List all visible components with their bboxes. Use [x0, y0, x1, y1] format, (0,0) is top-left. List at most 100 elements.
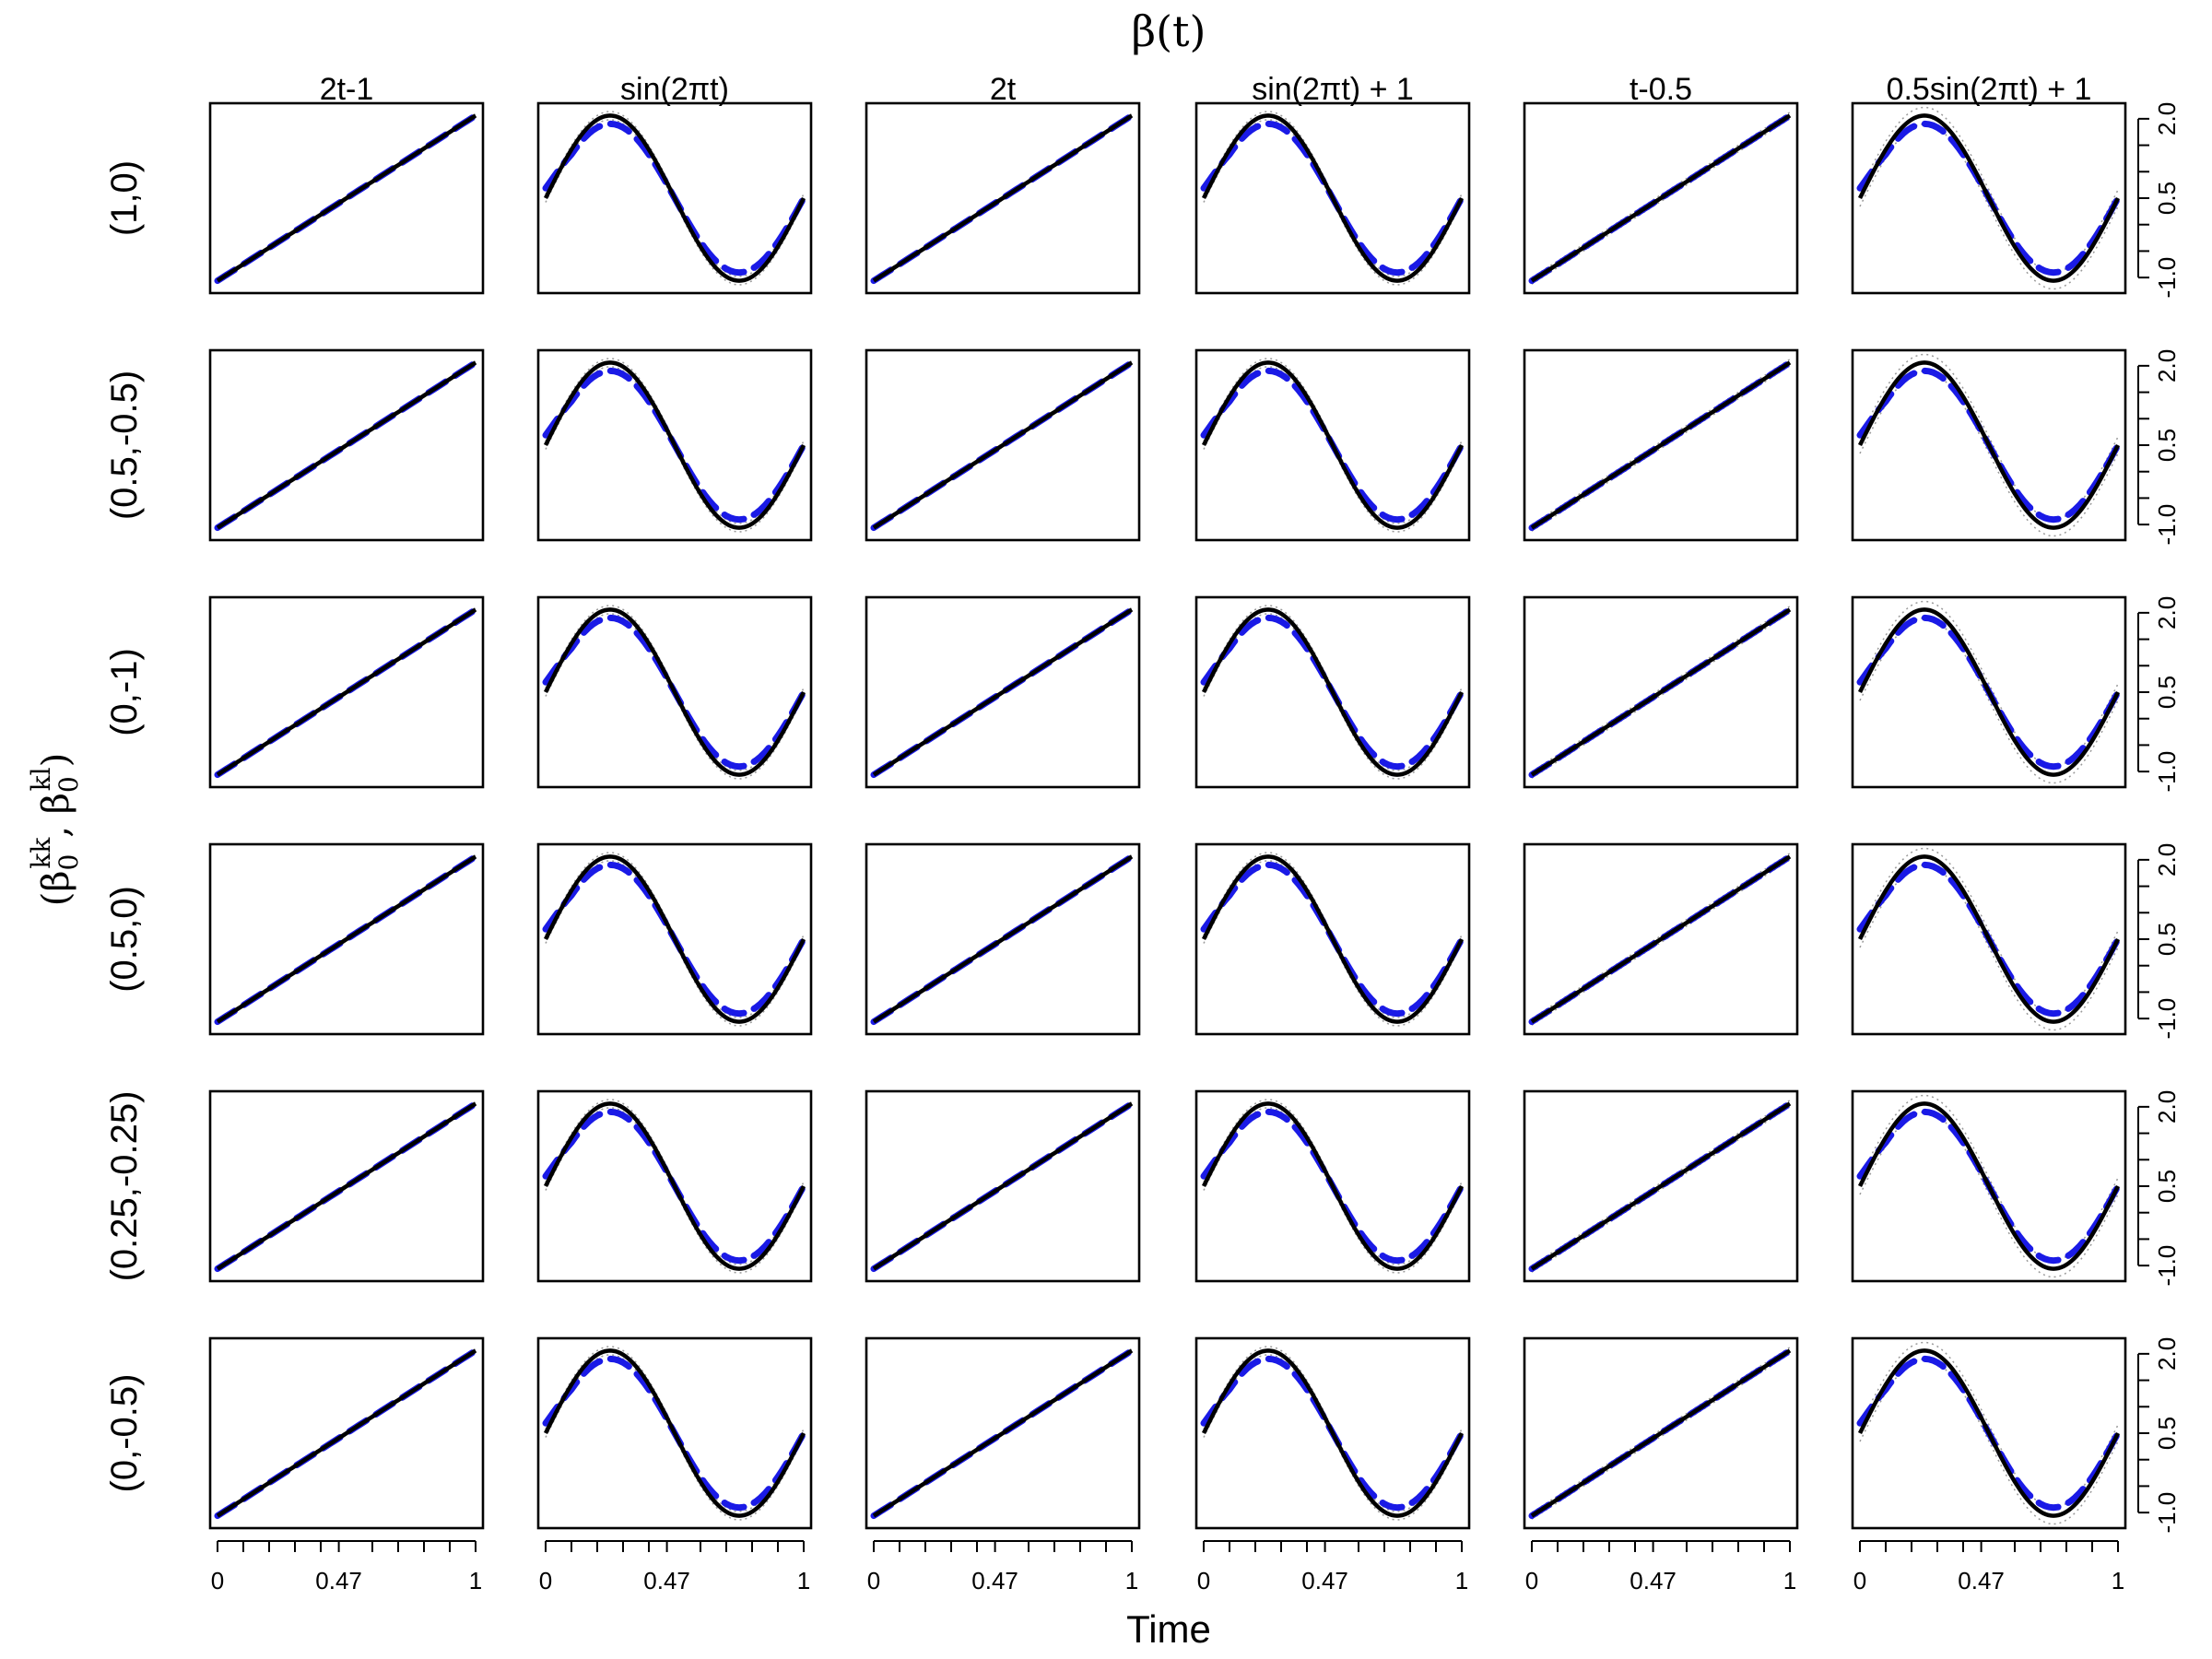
true-line [1530, 607, 1792, 777]
true-line [216, 113, 477, 283]
true-line [1201, 1101, 1465, 1271]
panel-frame [536, 1089, 813, 1283]
true-line [1857, 607, 2121, 777]
y-tick-label: 2.0 [2153, 843, 2181, 877]
row-label: (0.25,-0.25) [104, 1091, 145, 1282]
panel-r0-c3: sin(2πt) + 1 [1194, 72, 1471, 295]
panel-frame [536, 1336, 813, 1530]
panel-r1-c0 [208, 348, 485, 542]
panel-frame [1523, 1089, 1799, 1283]
panel-r5-c5 [1851, 1336, 2127, 1530]
y-tick-label: -1.0 [2153, 1245, 2181, 1287]
band-line [1859, 353, 2119, 521]
y-tick-label: 2.0 [2153, 349, 2181, 382]
row-label: (0.5,-0.5) [104, 371, 145, 520]
panel-r3-c4 [1523, 842, 1799, 1036]
true-line [872, 1101, 1134, 1271]
true-line [543, 360, 806, 530]
panel-frame [1523, 595, 1799, 789]
true-line [1857, 360, 2121, 530]
true-line [216, 1348, 477, 1518]
panel-frame [865, 842, 1141, 1036]
panel-r1-c5 [1851, 348, 2127, 542]
true-line [216, 607, 477, 777]
panel-frame [1523, 101, 1799, 295]
panels-grid: 2t-1 sin(2πt) 2t sin(2πt) + 1 t-0.5 0.5sin(2π… [104, 72, 2181, 1594]
x-axis-label: Time [1126, 1607, 1211, 1651]
panel-frame [1194, 595, 1471, 789]
true-line [216, 1101, 477, 1271]
panel-r1-c4 [1523, 348, 1799, 542]
x-tick-label: 0.47 [315, 1567, 362, 1594]
panel-frame [536, 595, 813, 789]
panel-frame [208, 1089, 485, 1283]
x-tick-label: 0.47 [1301, 1567, 1348, 1594]
panel-r4-c4 [1523, 1089, 1799, 1283]
y-tick-label: 2.0 [2153, 596, 2181, 629]
column-title: 2t [990, 72, 1017, 107]
panel-r4-c0 [208, 1089, 485, 1283]
true-line [1857, 854, 2121, 1024]
y-tick-label: -1.0 [2153, 1492, 2181, 1534]
x-tick-label: 0.47 [1958, 1567, 2005, 1594]
panel-r2-c4 [1523, 595, 1799, 789]
y-tick-label: 0.5 [2153, 429, 2181, 462]
figure-title: β(t) [1132, 6, 1206, 56]
panel-r5-c1 [536, 1336, 813, 1530]
panel-frame [865, 1336, 1141, 1530]
row-label: (0,-1) [104, 648, 145, 736]
panel-r3-c0 [208, 842, 485, 1036]
x-tick-label: 1 [1783, 1567, 1796, 1594]
panel-frame [1851, 595, 2127, 789]
panel-r4-c1 [536, 1089, 813, 1283]
panel-frame [208, 595, 485, 789]
panel-r3-c3 [1194, 842, 1471, 1036]
y-tick-label: 0.5 [2153, 923, 2181, 956]
panel-r2-c0 [208, 595, 485, 789]
true-line [543, 1101, 806, 1271]
column-title: 2t-1 [320, 72, 374, 107]
true-line [543, 1348, 806, 1518]
panel-frame [1851, 1336, 2127, 1530]
band-line [1859, 106, 2119, 274]
x-tick-label: 0 [867, 1567, 880, 1594]
panel-r3-c1 [536, 842, 813, 1036]
y-tick-label: -1.0 [2153, 504, 2181, 546]
panel-frame [208, 842, 485, 1036]
panel-frame [1851, 842, 2127, 1036]
panel-r4-c3 [1194, 1089, 1471, 1283]
x-tick-label: 0 [211, 1567, 224, 1594]
true-line [872, 854, 1134, 1024]
true-line [543, 113, 806, 283]
band-line [1859, 1341, 2119, 1509]
true-line [1530, 1101, 1792, 1271]
panel-r2-c3 [1194, 595, 1471, 789]
y-axis-label: (β0kk, β0kl) [26, 753, 84, 906]
panel-r4-c5 [1851, 1089, 2127, 1283]
panel-frame [536, 842, 813, 1036]
true-line [1201, 113, 1465, 283]
x-tick-label: 1 [469, 1567, 482, 1594]
panel-r3-c5 [1851, 842, 2127, 1036]
panel-r4-c2 [865, 1089, 1141, 1283]
column-title: sin(2πt) + 1 [1252, 72, 1414, 107]
panel-r2-c2 [865, 595, 1141, 789]
panel-frame [1851, 348, 2127, 542]
x-tick-label: 0.47 [1630, 1567, 1677, 1594]
column-title: t-0.5 [1630, 72, 1692, 107]
svg-text:(β0kk, β0kl): (β0kk, β0kl) [26, 753, 84, 906]
panel-frame [1194, 1089, 1471, 1283]
column-title: 0.5sin(2πt) + 1 [1887, 72, 2092, 107]
true-line [216, 360, 477, 530]
band-line [1859, 600, 2119, 768]
panel-frame [1851, 101, 2127, 295]
x-tick-label: 0 [1525, 1567, 1538, 1594]
panel-frame [536, 348, 813, 542]
y-tick-label: -1.0 [2153, 751, 2181, 793]
panel-r5-c2 [865, 1336, 1141, 1530]
panel-frame [1523, 1336, 1799, 1530]
x-tick-label: 1 [2112, 1567, 2124, 1594]
panel-frame [208, 101, 485, 295]
y-tick-label: 0.5 [2153, 676, 2181, 709]
